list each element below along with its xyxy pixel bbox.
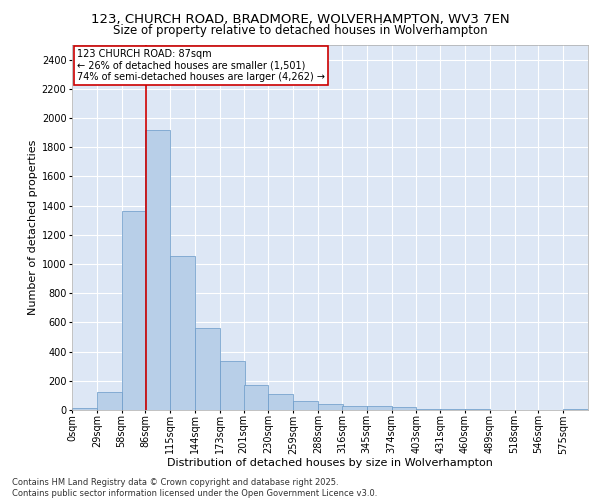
Bar: [195, 328, 220, 410]
Text: Size of property relative to detached houses in Wolverhampton: Size of property relative to detached ho…: [113, 24, 487, 37]
Bar: [145, 130, 170, 410]
Y-axis label: Number of detached properties: Number of detached properties: [28, 140, 38, 315]
X-axis label: Distribution of detached houses by size in Wolverhampton: Distribution of detached houses by size …: [167, 458, 493, 468]
Bar: [392, 407, 416, 410]
Bar: [440, 409, 465, 410]
Bar: [318, 404, 343, 410]
Bar: [563, 408, 588, 410]
Bar: [416, 408, 441, 410]
Bar: [244, 385, 268, 410]
Bar: [367, 406, 392, 410]
Bar: [97, 392, 122, 410]
Bar: [220, 361, 245, 410]
Bar: [72, 408, 97, 410]
Bar: [268, 394, 293, 410]
Text: 123, CHURCH ROAD, BRADMORE, WOLVERHAMPTON, WV3 7EN: 123, CHURCH ROAD, BRADMORE, WOLVERHAMPTO…: [91, 12, 509, 26]
Text: 123 CHURCH ROAD: 87sqm
← 26% of detached houses are smaller (1,501)
74% of semi-: 123 CHURCH ROAD: 87sqm ← 26% of detached…: [77, 48, 325, 82]
Bar: [170, 256, 195, 410]
Text: Contains HM Land Registry data © Crown copyright and database right 2025.
Contai: Contains HM Land Registry data © Crown c…: [12, 478, 377, 498]
Bar: [293, 400, 318, 410]
Bar: [122, 212, 146, 410]
Bar: [342, 406, 367, 410]
